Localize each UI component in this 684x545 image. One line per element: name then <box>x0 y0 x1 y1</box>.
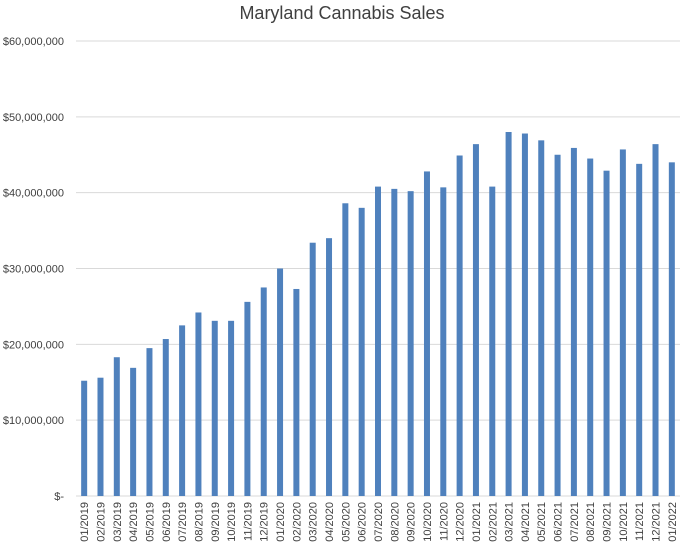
x-tick-label: 08/2021 <box>585 502 597 542</box>
x-tick-label: 03/2020 <box>308 502 320 542</box>
x-tick-label: 09/2021 <box>602 502 614 542</box>
bar <box>244 301 251 496</box>
x-tick-label: 11/2020 <box>438 502 450 541</box>
bar <box>619 149 626 497</box>
x-tick-label: 01/2022 <box>667 502 679 542</box>
y-tick-label: $50,000,000 <box>3 112 64 124</box>
bar <box>293 288 300 496</box>
y-tick-label: $40,000,000 <box>3 188 64 200</box>
y-axis-labels: $- $10,000,000 $20,000,000 $30,000,000 $40,0… <box>3 36 65 503</box>
bar <box>554 154 561 496</box>
y-tick-label: $30,000,000 <box>3 264 64 276</box>
bar <box>326 238 333 496</box>
x-tick-label: 12/2019 <box>259 502 271 542</box>
x-tick-label: 07/2021 <box>569 502 581 542</box>
bars <box>81 132 675 497</box>
bar <box>260 287 267 496</box>
bar <box>358 207 365 497</box>
bar <box>146 348 153 496</box>
bar <box>179 325 186 496</box>
x-tick-label: 10/2021 <box>618 502 630 542</box>
x-tick-label: 09/2019 <box>210 502 222 542</box>
y-tick-label: $60,000,000 <box>3 36 64 48</box>
x-tick-label: 09/2020 <box>406 502 418 542</box>
bar <box>636 163 643 496</box>
bar <box>342 203 349 497</box>
bar <box>113 357 120 496</box>
x-axis-labels: 01/2019 02/2019 03/2019 04/2019 05/2019 06/20… <box>79 502 679 542</box>
bar <box>489 186 496 496</box>
bar <box>521 133 528 496</box>
bar <box>456 155 463 496</box>
x-tick-label: 12/2021 <box>651 502 663 542</box>
bar <box>130 367 137 496</box>
bar <box>570 147 577 497</box>
x-tick-label: 01/2020 <box>275 502 287 542</box>
x-tick-label: 11/2019 <box>242 502 254 541</box>
bar <box>423 171 430 496</box>
chart-title: Maryland Cannabis Sales <box>239 3 445 23</box>
x-tick-label: 04/2020 <box>324 502 336 542</box>
x-tick-label: 07/2020 <box>373 502 385 542</box>
x-tick-label: 08/2019 <box>193 502 205 542</box>
x-tick-label: 12/2020 <box>455 502 467 542</box>
bar <box>162 339 169 496</box>
bar <box>97 377 104 496</box>
bar <box>81 380 88 496</box>
x-tick-label: 07/2019 <box>177 502 189 542</box>
x-tick-label: 05/2020 <box>340 502 352 542</box>
x-tick-label: 05/2021 <box>536 502 548 542</box>
x-tick-label: 04/2021 <box>520 502 532 542</box>
x-tick-label: 10/2020 <box>422 502 434 542</box>
x-tick-label: 02/2021 <box>487 502 499 542</box>
bar <box>472 144 479 496</box>
x-tick-label: 06/2020 <box>357 502 369 542</box>
y-tick-label: $20,000,000 <box>3 339 64 351</box>
x-tick-label: 08/2020 <box>389 502 401 542</box>
y-tick-label: $10,000,000 <box>3 415 64 427</box>
bar <box>195 312 202 496</box>
bar <box>668 162 675 497</box>
x-tick-label: 01/2021 <box>471 502 483 542</box>
bar <box>440 187 447 496</box>
bar <box>587 158 594 496</box>
x-tick-label: 04/2019 <box>128 502 140 542</box>
x-tick-label: 02/2020 <box>291 502 303 542</box>
bar <box>211 320 218 496</box>
x-tick-label: 11/2021 <box>634 502 646 541</box>
bar <box>603 170 610 497</box>
bar <box>277 268 284 496</box>
bar <box>538 140 545 496</box>
x-tick-label: 03/2021 <box>504 502 516 542</box>
x-tick-label: 06/2019 <box>161 502 173 542</box>
bar <box>309 242 316 496</box>
x-tick-label: 05/2019 <box>144 502 156 542</box>
bar <box>391 188 398 496</box>
x-tick-label: 10/2019 <box>226 502 238 542</box>
x-tick-label: 06/2021 <box>553 502 565 542</box>
bar <box>505 132 512 496</box>
y-tick-label: $- <box>54 491 64 503</box>
bar <box>375 186 381 496</box>
x-tick-label: 03/2019 <box>112 502 124 542</box>
bar <box>228 320 235 496</box>
bar <box>652 144 659 496</box>
bar <box>407 191 414 496</box>
x-tick-label: 02/2019 <box>95 502 107 542</box>
x-tick-label: 01/2019 <box>79 502 91 542</box>
